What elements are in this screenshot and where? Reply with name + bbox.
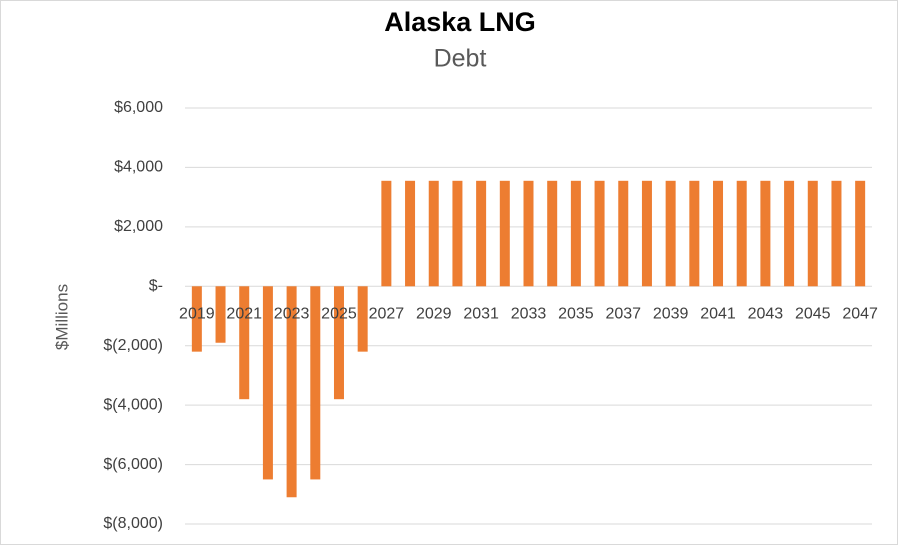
x-tick-label: 2029	[416, 306, 452, 323]
x-tick-label: 2021	[226, 306, 262, 323]
bar	[570, 180, 581, 287]
bar	[239, 286, 250, 400]
x-tick-label: 2023	[274, 306, 310, 323]
bar	[476, 180, 487, 287]
y-tick-label: $2,000	[114, 218, 163, 235]
bar	[855, 180, 866, 287]
bar	[641, 180, 652, 287]
x-tick-label: 2027	[369, 306, 405, 323]
x-tick-label: 2033	[511, 306, 547, 323]
bar	[262, 286, 273, 480]
y-tick-label: $(8,000)	[103, 515, 163, 532]
y-tick-label: $6,000	[114, 99, 163, 116]
x-tick-label: 2035	[558, 306, 594, 323]
bar	[381, 180, 392, 287]
y-tick-label: $4,000	[114, 159, 163, 176]
bar	[784, 180, 795, 287]
bar	[760, 180, 771, 287]
x-tick-label: 2039	[653, 306, 689, 323]
bar	[428, 180, 439, 287]
x-tick-label: 2043	[748, 306, 784, 323]
bar	[499, 180, 510, 287]
bar	[547, 180, 558, 287]
bar	[191, 286, 202, 352]
bar	[594, 180, 605, 287]
bar	[452, 180, 463, 287]
bar	[286, 286, 297, 498]
x-tick-label: 2037	[605, 306, 641, 323]
chart-subtitle: Debt	[434, 45, 487, 73]
bar	[405, 180, 416, 287]
y-axis-label: $Millions	[52, 284, 71, 350]
bar	[618, 180, 629, 287]
chart-title: Alaska LNG	[384, 7, 536, 37]
y-tick-label: $(6,000)	[103, 456, 163, 473]
bar	[357, 286, 368, 352]
bar	[831, 180, 842, 287]
bar	[736, 180, 747, 287]
y-tick-label: $(2,000)	[103, 337, 163, 354]
bar	[689, 180, 700, 287]
y-tick-label: $(4,000)	[103, 396, 163, 413]
bar	[807, 180, 818, 287]
x-tick-label: 2041	[700, 306, 736, 323]
bar	[215, 286, 226, 343]
bar	[310, 286, 321, 480]
x-tick-label: 2045	[795, 306, 831, 323]
bar	[333, 286, 344, 400]
y-tick-label: $-	[149, 278, 163, 295]
bar	[713, 180, 724, 287]
x-tick-label: 2047	[842, 306, 878, 323]
bar	[665, 180, 676, 287]
x-tick-label: 2019	[179, 306, 215, 323]
x-tick-label: 2025	[321, 306, 357, 323]
bar	[523, 180, 534, 287]
x-tick-label: 2031	[463, 306, 499, 323]
